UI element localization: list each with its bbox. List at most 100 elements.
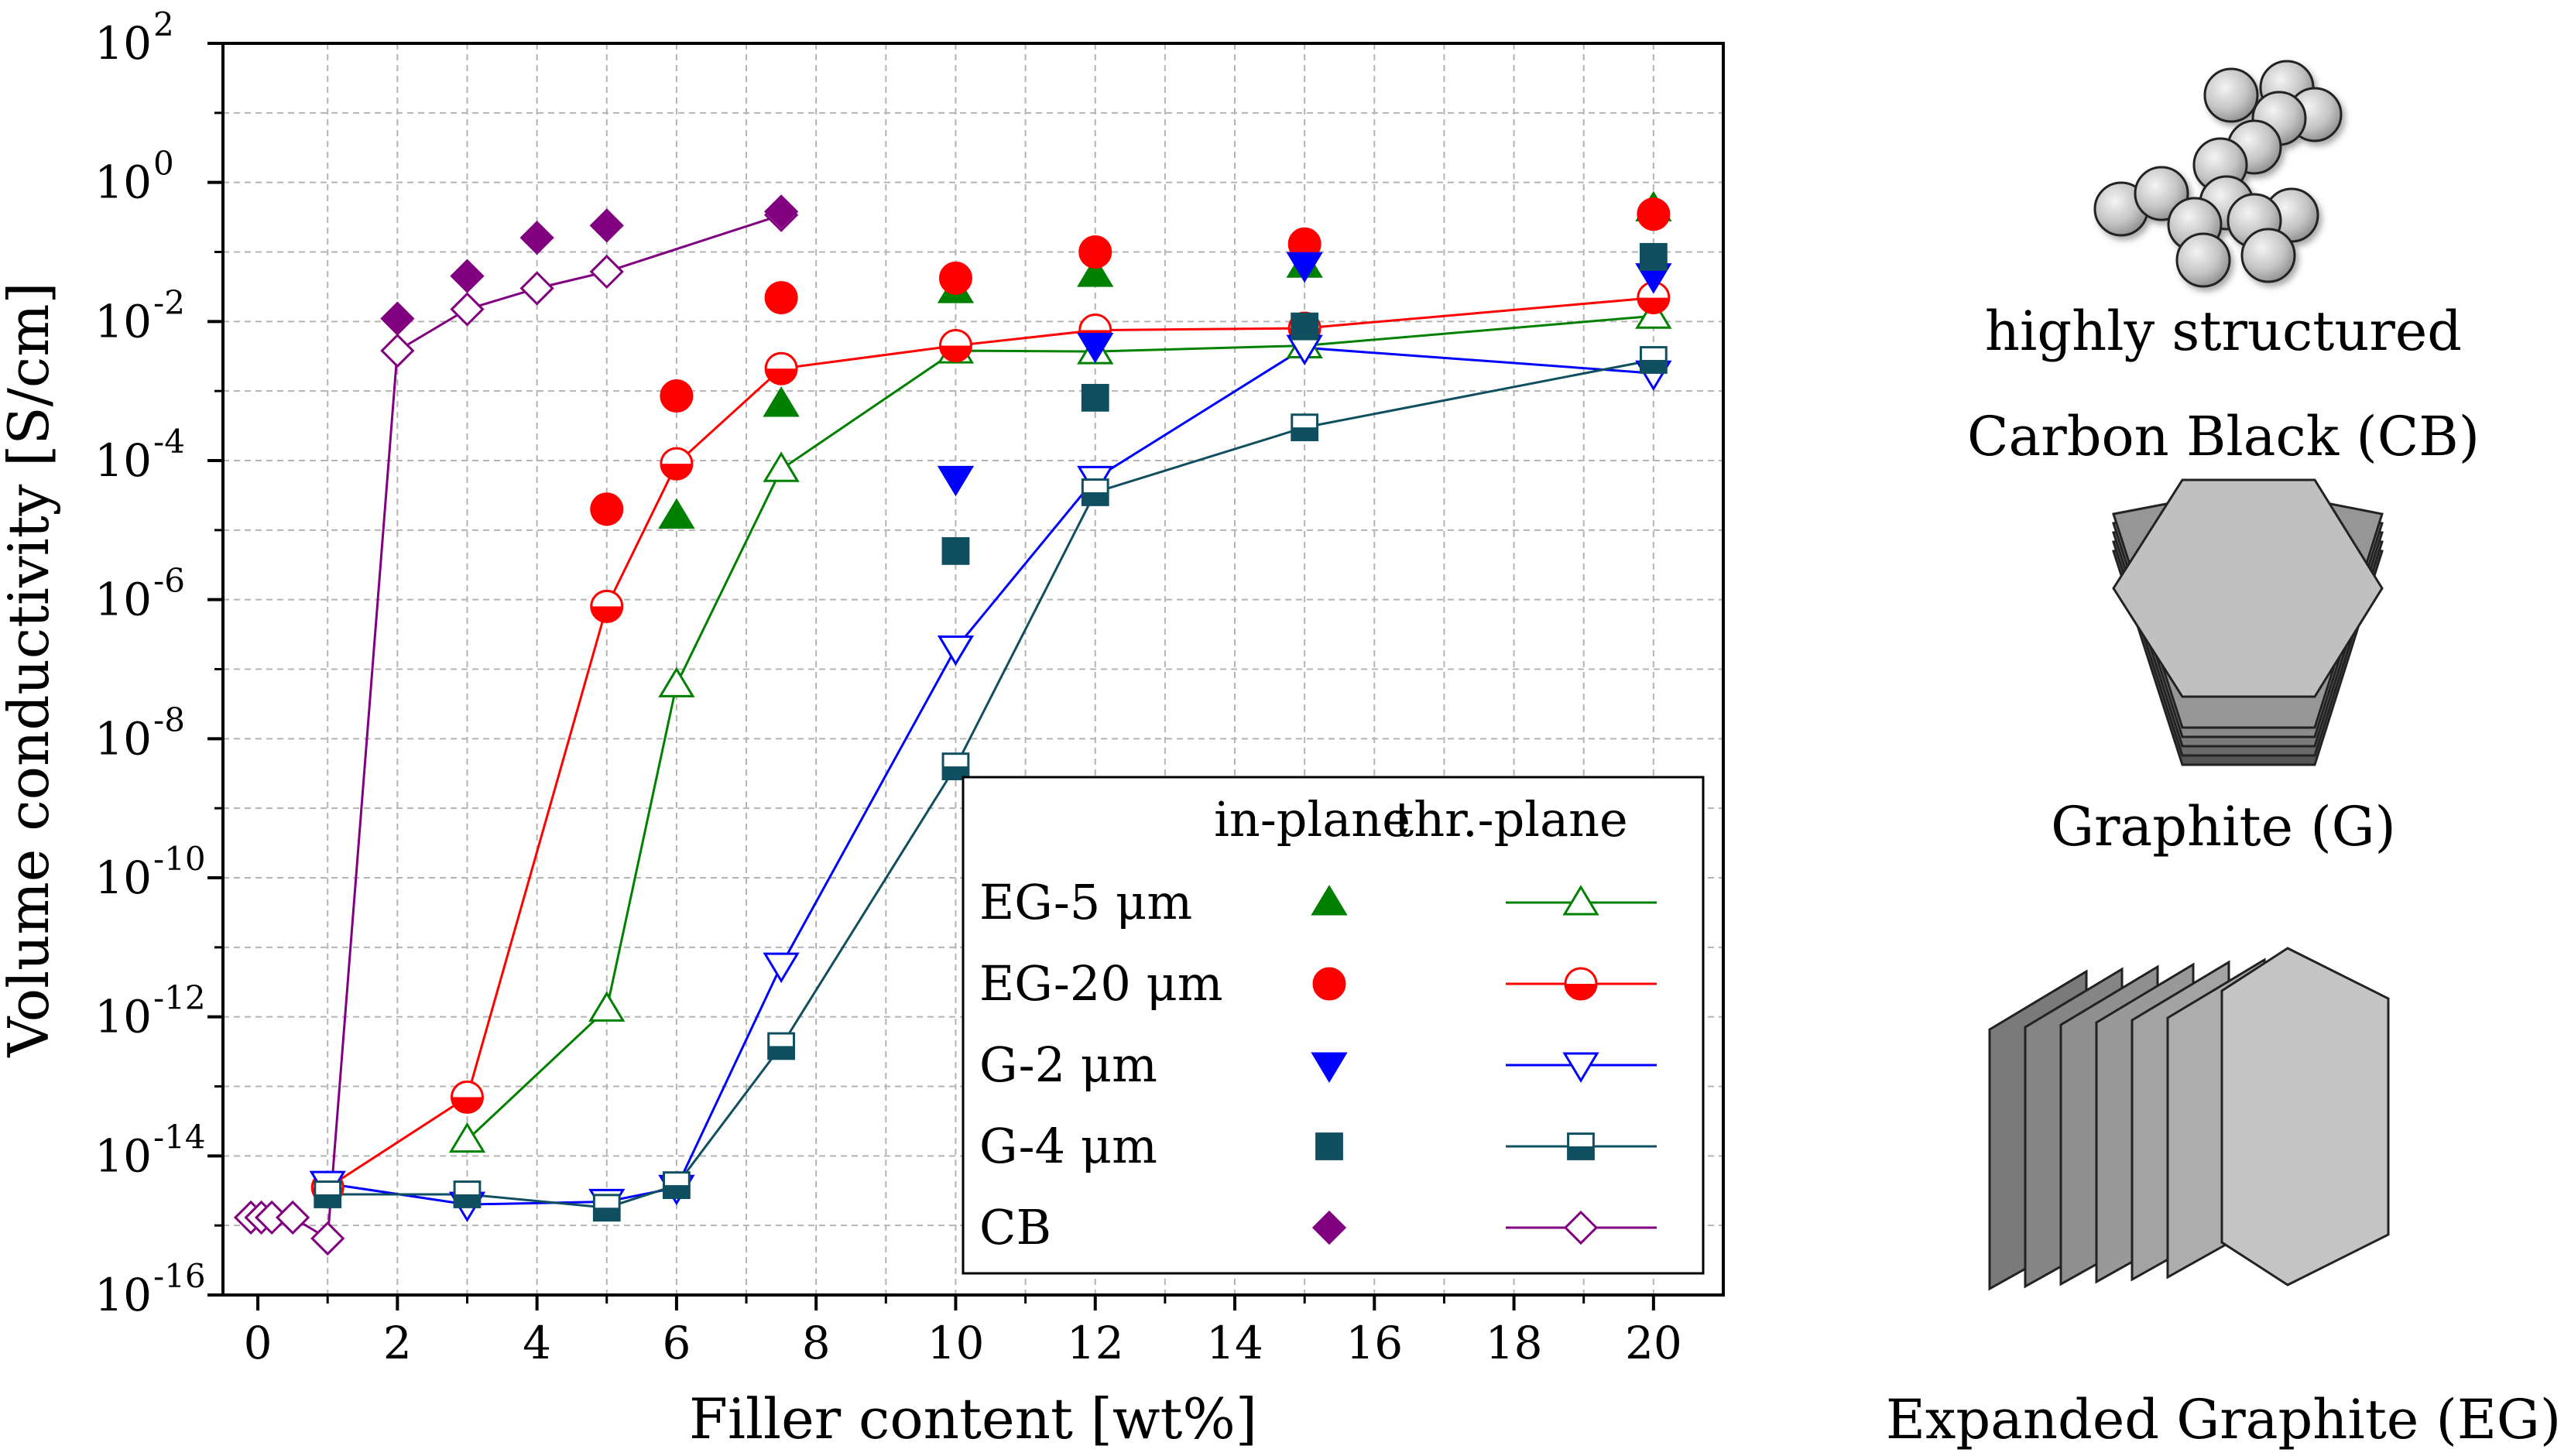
x-tick-label: 6 [662, 1317, 691, 1369]
legend-label-g-2-m: G-2 μm [979, 1036, 1157, 1093]
x-tick-label: 2 [383, 1317, 412, 1369]
y-tick-label: 10 [94, 1269, 152, 1321]
eg-front-sheet [2220, 947, 2390, 1286]
in-plane-point-cb [450, 259, 485, 293]
series-line-eg-5-m [466, 314, 1654, 1141]
x-tick-label: 8 [802, 1317, 831, 1369]
thr-plane-point-g-2-m [937, 635, 975, 666]
y-tick-label: 10 [94, 17, 152, 70]
y-tick-exponent: -4 [153, 423, 185, 461]
thr-plane-point-g-4-m-half [663, 1185, 690, 1198]
in-plane-point-eg-20-m [1078, 235, 1112, 269]
thr-plane-point-eg-20-m-half [451, 1097, 483, 1113]
cb-label-line1: highly structured [1985, 300, 2462, 363]
in-plane-point-g-4-m [941, 536, 970, 565]
in-plane-point-cb [380, 301, 415, 336]
thr-plane-point-eg-5-m [448, 1122, 486, 1153]
legend-marker-thr-eg-20-m-half [1565, 984, 1596, 999]
legend-marker-in-eg-5-m [1311, 885, 1348, 916]
in-plane-point-eg-20-m [764, 281, 798, 315]
x-tick-label: 20 [1625, 1317, 1682, 1369]
data-markers [233, 190, 1672, 1256]
thr-plane-point-cb [519, 271, 554, 306]
x-axis-title: Filler content [wt%] [689, 1386, 1257, 1451]
thr-plane-point-cb [589, 254, 624, 289]
legend-marker-in-g-2-m [1311, 1052, 1348, 1083]
in-plane-point-eg-20-m [1637, 197, 1671, 231]
cb-label-line2: Carbon Black (CB) [1967, 405, 2480, 468]
y-tick-exponent: 2 [153, 5, 174, 43]
y-tick-exponent: -6 [153, 562, 185, 600]
in-plane-point-eg-20-m [590, 492, 624, 526]
legend-label-g-4-m: G-4 μm [979, 1118, 1157, 1174]
legend-label-cb: CB [979, 1199, 1051, 1256]
x-tick-label: 14 [1206, 1317, 1263, 1369]
thr-plane-point-g-4-m-half [768, 1046, 794, 1059]
y-tick-label: 10 [94, 295, 152, 348]
legend-label-eg-5-m: EG-5 μm [979, 874, 1192, 930]
in-plane-point-g-4-m [1081, 383, 1109, 412]
in-plane-point-g-2-m [937, 465, 975, 497]
thr-plane-point-g-4-m-half [594, 1208, 620, 1221]
y-tick-label: 10 [94, 1129, 152, 1182]
thr-plane-point-g-4-m-half [454, 1194, 480, 1208]
thr-plane-point-eg-20-m-half [1637, 297, 1669, 313]
carbon-black-icon [2093, 60, 2343, 288]
y-tick-exponent: -10 [153, 840, 206, 878]
thr-plane-point-eg-20-m-half [766, 368, 797, 385]
x-tick-label: 4 [523, 1317, 551, 1369]
y-tick-label: 10 [94, 156, 152, 209]
legend-marker-in-g-4-m [1315, 1132, 1343, 1160]
thr-plane-point-g-4-m-half [1640, 359, 1667, 373]
expanded-graphite-icon [1988, 947, 2390, 1291]
graphite-label: Graphite (G) [2051, 795, 2396, 858]
cb-particle [2203, 67, 2259, 123]
legend-box [962, 776, 1705, 1275]
thr-plane-point-cb [310, 1221, 345, 1256]
thr-plane-point-eg-5-m [658, 666, 695, 697]
in-plane-point-cb [763, 194, 799, 229]
y-tick-label: 10 [94, 574, 152, 626]
y-tick-exponent: -16 [153, 1257, 206, 1295]
y-tick-exponent: -14 [153, 1118, 206, 1156]
in-plane-point-g-2-m [1077, 332, 1114, 364]
thr-plane-point-g-4-m-half [314, 1194, 341, 1208]
legend-header-in-plane: in-plane [1214, 791, 1411, 848]
in-plane-point-eg-5-m [1077, 256, 1114, 287]
y-tick-label: 10 [94, 851, 152, 904]
in-plane-point-g-4-m [1639, 242, 1668, 271]
thr-plane-point-cb [450, 292, 485, 327]
thr-plane-point-g-2-m [763, 952, 800, 984]
y-tick-exponent: -8 [153, 701, 185, 738]
cb-particle [2240, 228, 2296, 283]
in-plane-point-eg-20-m [660, 379, 694, 413]
y-tick-exponent: -2 [153, 283, 185, 321]
thr-plane-point-eg-5-m [763, 451, 800, 482]
x-tick-label: 0 [244, 1317, 273, 1369]
x-tick-label: 18 [1486, 1317, 1543, 1369]
thr-plane-point-eg-20-m-half [940, 345, 972, 361]
graphite-icon [2112, 478, 2384, 766]
y-tick-label: 10 [94, 991, 152, 1043]
cb-particle [2175, 232, 2231, 288]
legend-rows: EG-5 μm EG-20 μm G-2 μm G-4 μm CB [979, 874, 1657, 1256]
legend: in-plane thr.-plane EG-5 μm EG-20 μm G-2 μ… [962, 776, 1705, 1275]
filler-illustrations: highly structured Carbon Black (CB) Grap… [1886, 60, 2561, 1451]
thr-plane-point-g-4-m-half [1291, 427, 1318, 440]
in-plane-point-cb [589, 208, 624, 243]
legend-marker-thr-g-2-m [1562, 1052, 1599, 1083]
thr-plane-point-cb [380, 333, 415, 368]
y-axis-title: Volume conductivity [S/cm] [0, 282, 61, 1057]
legend-marker-thr-eg-5-m [1562, 885, 1599, 916]
legend-header-thr-plane: thr.-plane [1394, 791, 1627, 848]
eg-label: Expanded Graphite (EG) [1886, 1388, 2561, 1451]
in-plane-point-eg-5-m [658, 498, 695, 529]
x-tick-label: 10 [927, 1317, 985, 1369]
in-plane-point-eg-20-m [938, 261, 972, 295]
graphite-top [2112, 478, 2384, 698]
legend-marker-in-eg-20-m [1312, 967, 1346, 1001]
x-tick-label: 16 [1345, 1317, 1403, 1369]
